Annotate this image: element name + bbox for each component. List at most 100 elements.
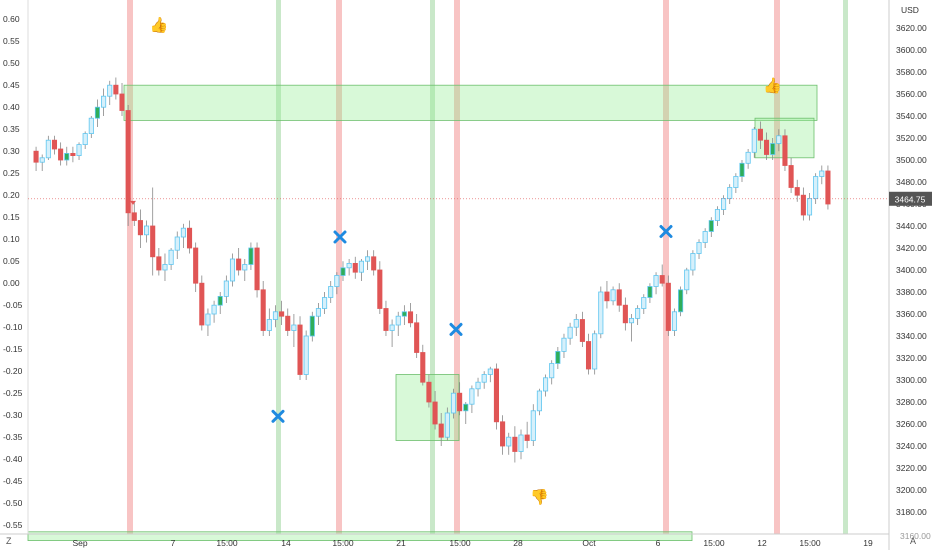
right-axis-label: 3600.00: [896, 45, 927, 55]
left-axis-label: -0.25: [3, 388, 23, 398]
candle-body: [487, 368, 493, 375]
candle-body: [678, 289, 684, 313]
candle-body: [64, 152, 70, 161]
candle-body: [512, 436, 518, 452]
x-axis-label: 6: [656, 538, 661, 548]
candle-body: [622, 304, 628, 324]
candle-body: [211, 304, 217, 315]
candle-body: [616, 289, 622, 306]
right-corner-label[interactable]: A: [910, 536, 917, 546]
candle-body: [469, 388, 475, 405]
candle-body: [432, 401, 438, 425]
candle-body: [763, 139, 770, 155]
candle-body: [94, 106, 101, 119]
candle-body: [757, 128, 763, 141]
candle-body: [647, 286, 653, 298]
candle-body: [334, 275, 340, 287]
x-axis-label: 21: [396, 538, 406, 548]
candle-body: [776, 135, 782, 144]
left-axis-label: 0.00: [3, 278, 20, 288]
candle-body: [543, 377, 549, 392]
right-axis-label: 3420.00: [896, 243, 927, 253]
candle-body: [739, 162, 745, 177]
right-axis-label: 3340.00: [896, 331, 927, 341]
candle-body: [291, 324, 297, 331]
candle-body: [401, 311, 407, 317]
candle-body: [144, 225, 150, 236]
left-corner-label[interactable]: Z: [6, 536, 12, 546]
right-axis-label: 3440.00: [896, 221, 927, 231]
left-axis-label: 0.25: [3, 168, 20, 178]
candle-body: [137, 220, 143, 236]
candle-body: [450, 392, 457, 414]
left-axis-label: -0.50: [3, 498, 23, 508]
x-axis-label: 14: [281, 538, 291, 548]
left-axis-label: -0.05: [3, 300, 23, 310]
x-axis-label: 7: [171, 538, 176, 548]
candle-body: [414, 322, 420, 353]
candle-body: [266, 319, 272, 331]
x-axis-label: 12: [757, 538, 767, 548]
candle-body: [444, 412, 450, 438]
thumbs-up-icon: 👍: [149, 16, 168, 34]
candle-body: [530, 410, 536, 441]
x-axis-label: Sep: [72, 538, 87, 548]
candle-body: [806, 198, 813, 216]
candle-body: [364, 256, 371, 262]
right-axis-label: 3320.00: [896, 353, 927, 363]
left-axis-label: 0.45: [3, 80, 20, 90]
candle-body: [76, 144, 82, 157]
candle-body: [119, 93, 125, 111]
candle-body: [254, 247, 260, 291]
candle-body: [733, 176, 739, 188]
candle-body: [727, 187, 733, 199]
candle-body: [628, 317, 635, 324]
right-axis-label: 3500.00: [896, 155, 927, 165]
candle-body: [125, 110, 131, 214]
left-axis-label: -0.55: [3, 520, 23, 530]
candle-body: [573, 319, 579, 328]
right-axis-label: 3360.00: [896, 309, 927, 319]
cross-marker: [449, 322, 463, 336]
candle-body: [39, 157, 45, 163]
candle-body: [242, 264, 248, 271]
candle-body: [88, 117, 94, 134]
thumbs-up-icon: 👍: [763, 77, 782, 95]
signal-column-green: [276, 0, 281, 534]
candle-body: [426, 381, 432, 403]
candle-body: [33, 150, 39, 163]
candle-body: [371, 256, 377, 271]
left-axis-label: -0.15: [3, 344, 23, 354]
candle-body: [131, 212, 137, 221]
left-axis-label: 0.15: [3, 212, 20, 222]
candle-body: [721, 198, 727, 210]
candle-body: [610, 289, 616, 302]
candle-body: [420, 352, 426, 383]
candle-body: [217, 295, 223, 306]
candle-body: [389, 324, 395, 331]
candle-body: [770, 143, 776, 155]
candle-body: [346, 262, 352, 269]
cross-marker: [271, 409, 285, 423]
signal-column-red: [336, 0, 342, 534]
left-axis-label: 0.35: [3, 124, 20, 134]
candle-body: [101, 95, 107, 108]
left-axis-label: -0.45: [3, 476, 23, 486]
candle-body: [555, 350, 561, 364]
right-axis-label: 3220.00: [896, 463, 927, 473]
candle-body: [174, 236, 180, 251]
candle-body: [45, 139, 51, 159]
price-zone: [27, 531, 693, 541]
candle-body: [303, 335, 309, 375]
candle-body: [708, 220, 714, 232]
candle-body: [506, 436, 512, 447]
left-axis-label: 0.60: [3, 14, 20, 24]
x-axis-label: 15:00: [332, 538, 354, 548]
candle-body: [745, 151, 751, 164]
signal-column-red: [663, 0, 669, 534]
candle-body: [248, 247, 254, 265]
candle-body: [168, 249, 174, 265]
candle-body: [819, 170, 825, 177]
